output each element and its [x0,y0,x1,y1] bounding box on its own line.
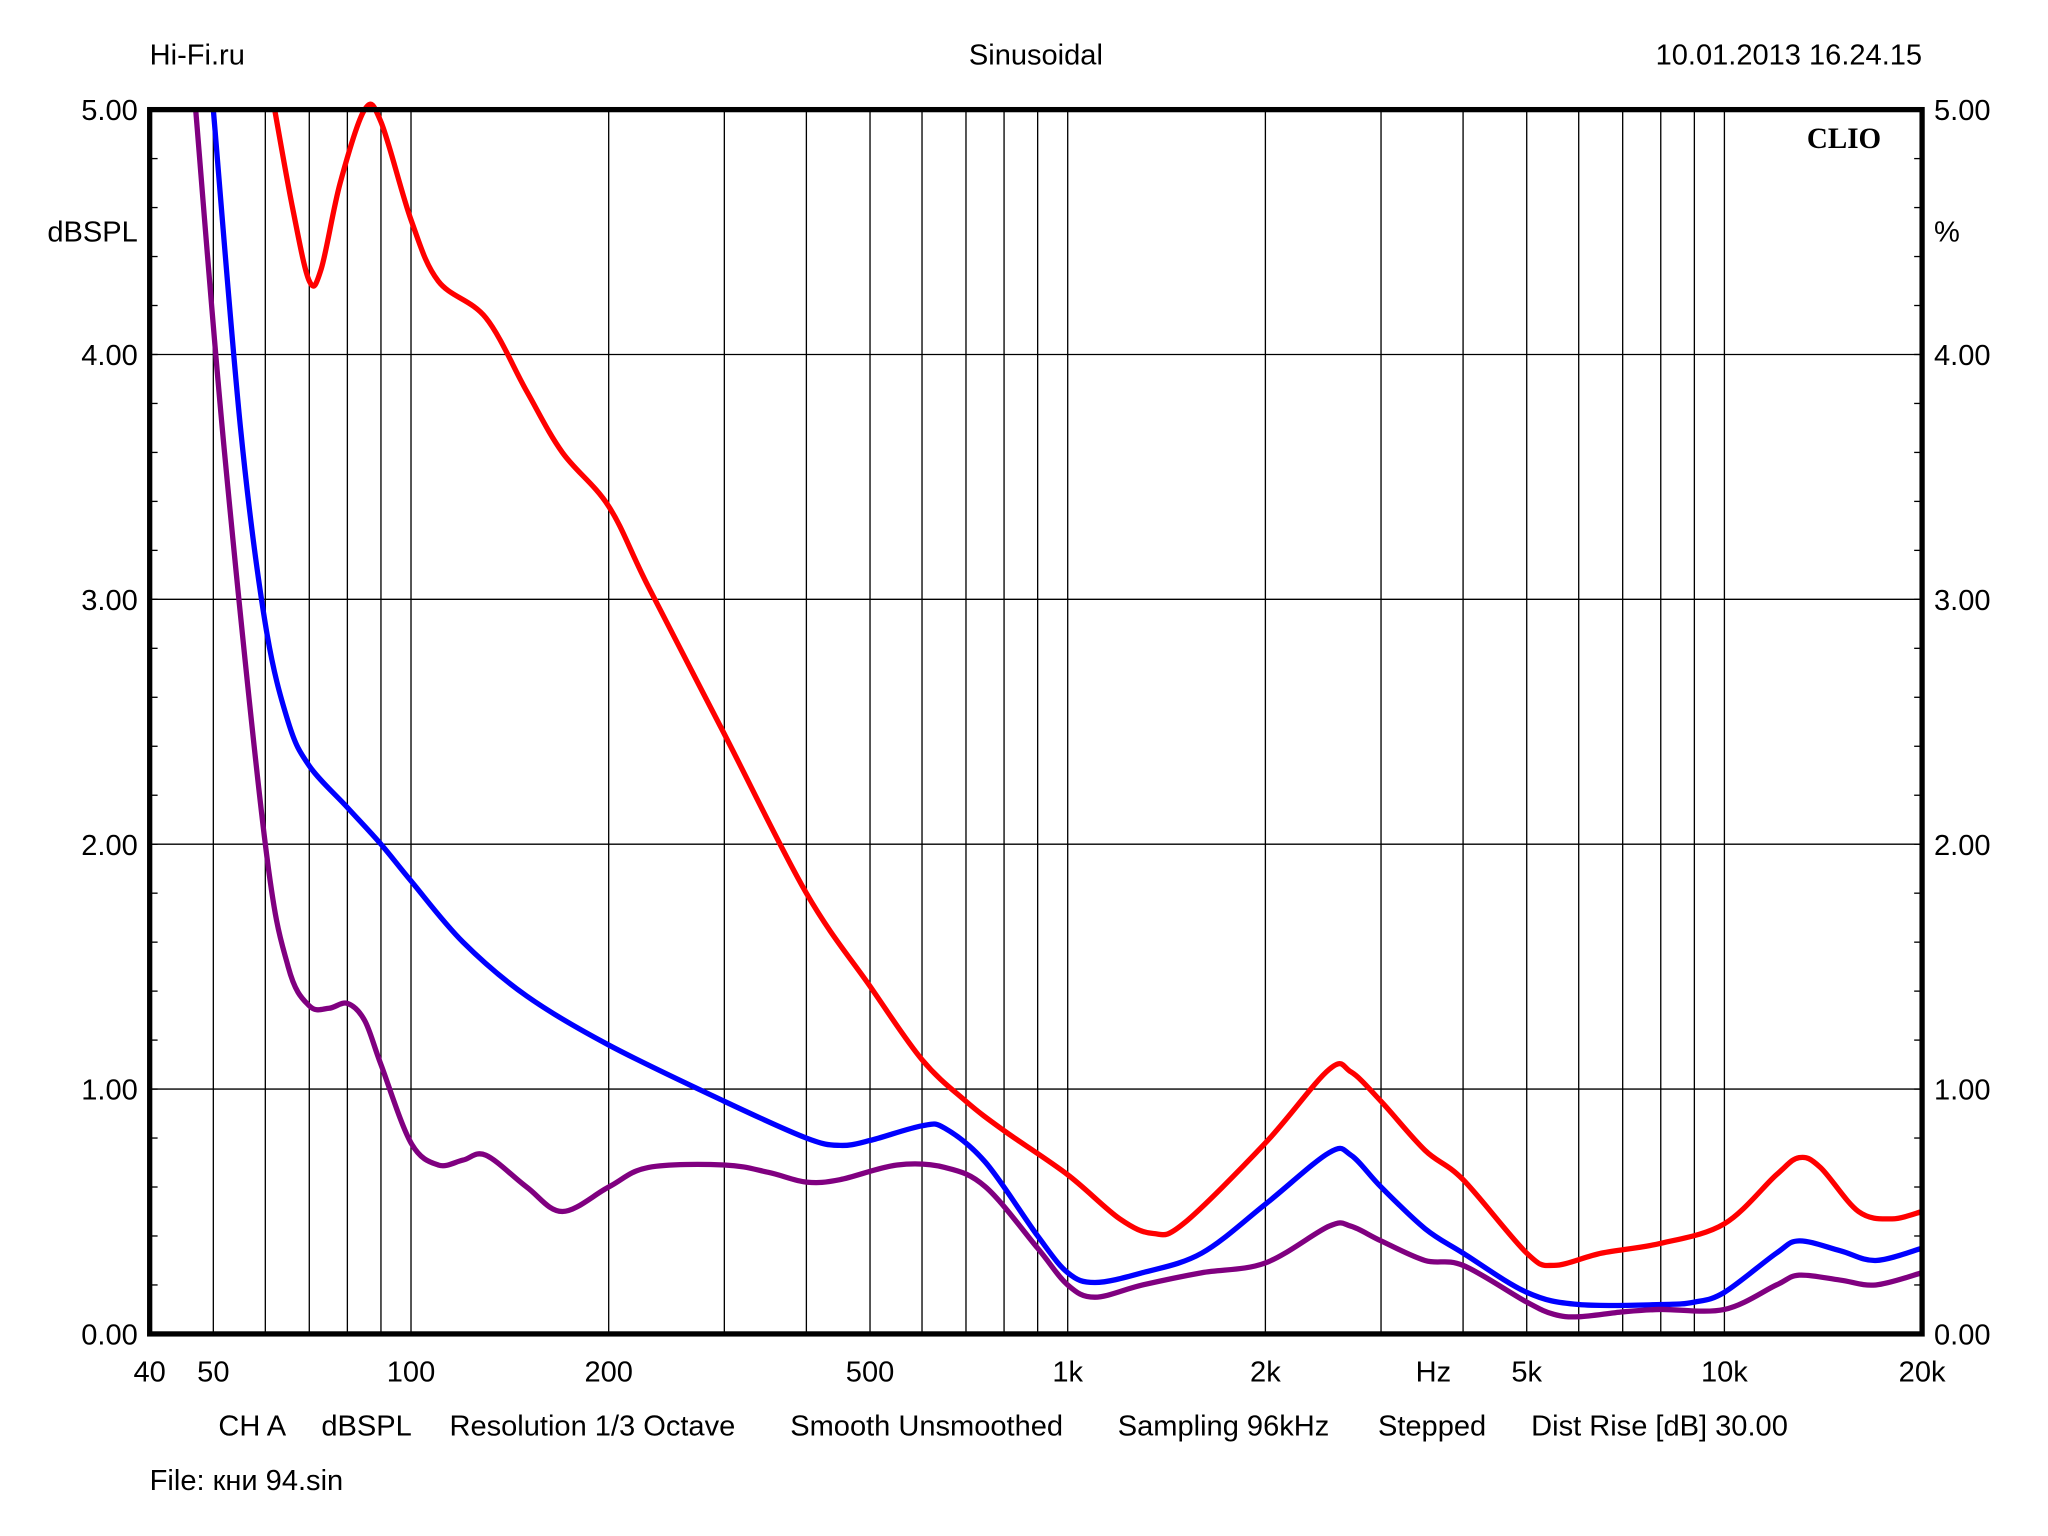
y-tick-label-left: 5.00 [81,95,138,127]
x-tick-label: 10k [1701,1356,1748,1388]
series-blue-line [210,109,1923,1309]
setting-item: Stepped [1378,1411,1486,1443]
x-tick-label: 5k [1511,1356,1542,1388]
y-tick-label-right: 5.00 [1934,95,1991,127]
curves [193,101,1923,1320]
setting-item: Dist Rise [dB] 30.00 [1531,1411,1788,1443]
y-tick-label-left: 4.00 [81,340,138,372]
y-tick-label-right: 3.00 [1934,585,1991,617]
x-tick-label: 200 [584,1356,632,1388]
x-tick-label: 2k [1250,1356,1281,1388]
x-tick-label: 1k [1052,1356,1083,1388]
timestamp: 10.01.2013 16.24.15 [1656,40,1923,72]
y-tick-label-left: 2.00 [81,830,138,862]
x-tick-label: 40 [134,1356,166,1388]
setting-item: CH A [218,1411,286,1443]
chart-title: Sinusoidal [969,40,1103,72]
y-tick-label-right: 2.00 [1934,830,1991,862]
measurement-settings: CH A dBSPL Resolution 1/3 Octave Smooth Uns… [218,1411,1788,1443]
y-tick-label-left: 0.00 [81,1319,138,1351]
setting-item: Smooth Unsmoothed [790,1411,1063,1443]
setting-item: Sampling 96kHz [1118,1411,1330,1443]
series-red-line [272,101,1923,1269]
y-right-label: % [1934,217,1960,249]
y-tick-label-right: 1.00 [1934,1075,1991,1107]
y-tick-label-right: 4.00 [1934,340,1991,372]
plot-frame [147,106,1925,1337]
y-tick-label-left: 3.00 [81,585,138,617]
setting-item: dBSPL [321,1411,411,1443]
file-name: File: кни 94.sin [150,1465,344,1497]
y-left-label: dBSPL [47,217,137,249]
x-tick-label: 500 [846,1356,894,1388]
grid [149,109,1923,1334]
tick-labels: 0.00 0.00 1.00 1.00 2.00 2.00 3.00 3.00 4.00 4.00… [81,95,1990,1388]
x-tick-label: 20k [1899,1356,1946,1388]
x-unit-label: Hz [1416,1356,1452,1388]
header-left: Hi-Fi.ru [150,40,245,72]
x-tick-label: 100 [387,1356,435,1388]
clio-logo: CLIO [1807,123,1881,155]
series-purple-line [193,109,1923,1320]
x-tick-label: 50 [197,1356,229,1388]
y-tick-label-right: 0.00 [1934,1319,1991,1351]
y-tick-label-left: 1.00 [81,1075,138,1107]
setting-item: Resolution 1/3 Octave [449,1411,735,1443]
